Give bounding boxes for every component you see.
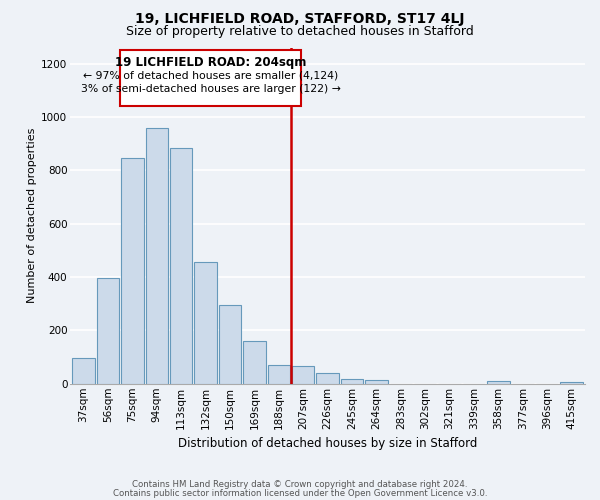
Bar: [121, 158, 143, 384]
Bar: [194, 262, 217, 384]
Bar: [97, 278, 119, 384]
Bar: [365, 380, 388, 384]
Bar: [487, 380, 509, 384]
Text: ← 97% of detached houses are smaller (4,124): ← 97% of detached houses are smaller (4,…: [83, 71, 338, 81]
Bar: [73, 358, 95, 384]
Bar: [268, 365, 290, 384]
Bar: [316, 373, 339, 384]
Text: 3% of semi-detached houses are larger (122) →: 3% of semi-detached houses are larger (1…: [80, 84, 340, 94]
Bar: [146, 128, 168, 384]
Text: 19 LICHFIELD ROAD: 204sqm: 19 LICHFIELD ROAD: 204sqm: [115, 56, 306, 69]
FancyBboxPatch shape: [120, 50, 301, 106]
Text: 19, LICHFIELD ROAD, STAFFORD, ST17 4LJ: 19, LICHFIELD ROAD, STAFFORD, ST17 4LJ: [135, 12, 465, 26]
Y-axis label: Number of detached properties: Number of detached properties: [27, 128, 37, 304]
Text: Size of property relative to detached houses in Stafford: Size of property relative to detached ho…: [126, 25, 474, 38]
Text: Contains public sector information licensed under the Open Government Licence v3: Contains public sector information licen…: [113, 488, 487, 498]
Bar: [292, 366, 314, 384]
Bar: [560, 382, 583, 384]
Bar: [243, 341, 266, 384]
Bar: [219, 305, 241, 384]
Bar: [341, 379, 363, 384]
Text: Contains HM Land Registry data © Crown copyright and database right 2024.: Contains HM Land Registry data © Crown c…: [132, 480, 468, 489]
X-axis label: Distribution of detached houses by size in Stafford: Distribution of detached houses by size …: [178, 437, 477, 450]
Bar: [170, 148, 193, 384]
